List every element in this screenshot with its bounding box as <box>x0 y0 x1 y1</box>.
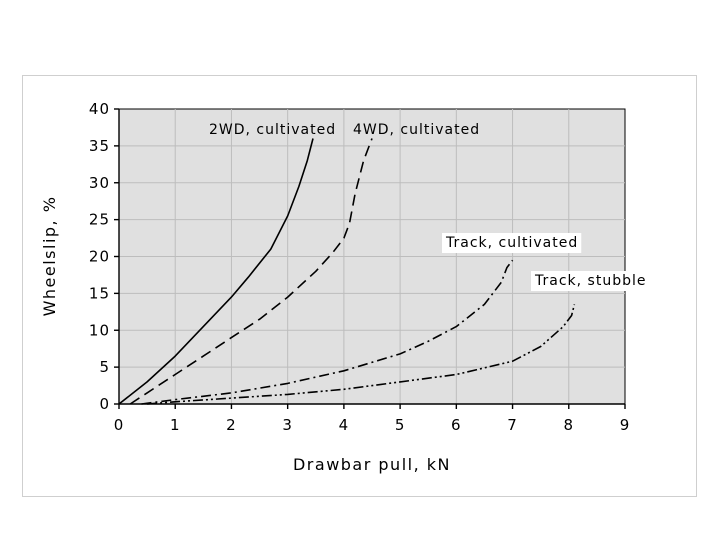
series-group <box>118 138 576 405</box>
x-tick-label: 5 <box>395 416 406 434</box>
chart-frame: 0 1 2 3 4 5 6 7 8 9 0 5 10 15 20 25 30 35 40 2WD, cultivat… <box>22 75 697 497</box>
y-tick-label: 0 <box>99 395 110 413</box>
x-tick-label: 3 <box>282 416 293 434</box>
series-label-3: Track, cultivated <box>445 235 578 251</box>
x-tick-label: 4 <box>339 416 350 434</box>
grid <box>119 109 625 404</box>
y-tick-label: 35 <box>89 137 110 155</box>
series-label-2: 4WD, cultivated <box>353 122 480 138</box>
series-label-box-3 <box>442 233 582 253</box>
series-label-box-4 <box>531 271 650 291</box>
chart-svg: 0 1 2 3 4 5 6 7 8 9 0 5 10 15 20 25 30 35 40 2WD, cultivat… <box>40 100 650 474</box>
x-tick-label: 0 <box>114 416 125 434</box>
y-tick-label: 25 <box>89 211 110 229</box>
x-tick-label: 1 <box>170 416 181 434</box>
x-axis-title: Drawbar pull, kN <box>293 455 451 474</box>
axes: 0 1 2 3 4 5 6 7 8 9 0 5 10 15 20 25 30 35 40 <box>89 100 631 434</box>
y-tick-label: 20 <box>89 248 110 266</box>
x-tick-label: 6 <box>451 416 462 434</box>
y-tick-label: 30 <box>89 174 110 192</box>
y-tick-label: 15 <box>89 284 110 302</box>
series-line-4 <box>147 304 576 405</box>
x-tick-label: 7 <box>507 416 518 434</box>
x-tick-label: 8 <box>564 416 575 434</box>
series-labels: 2WD, cultivated 4WD, cultivated Track, cul… <box>209 122 650 291</box>
y-tick-label: 40 <box>89 100 110 118</box>
series-label-4: Track, stubble <box>534 273 646 289</box>
y-tick-label: 5 <box>99 358 110 376</box>
y-axis-title: Wheelslip, % <box>40 196 59 317</box>
series-line-1 <box>118 138 314 405</box>
y-tick-label: 10 <box>89 321 110 339</box>
x-tick-label: 2 <box>226 416 237 434</box>
x-tick-label: 9 <box>620 416 631 434</box>
series-line-3 <box>141 259 514 405</box>
series-label-1: 2WD, cultivated <box>209 122 336 138</box>
series-line-2 <box>129 138 373 405</box>
